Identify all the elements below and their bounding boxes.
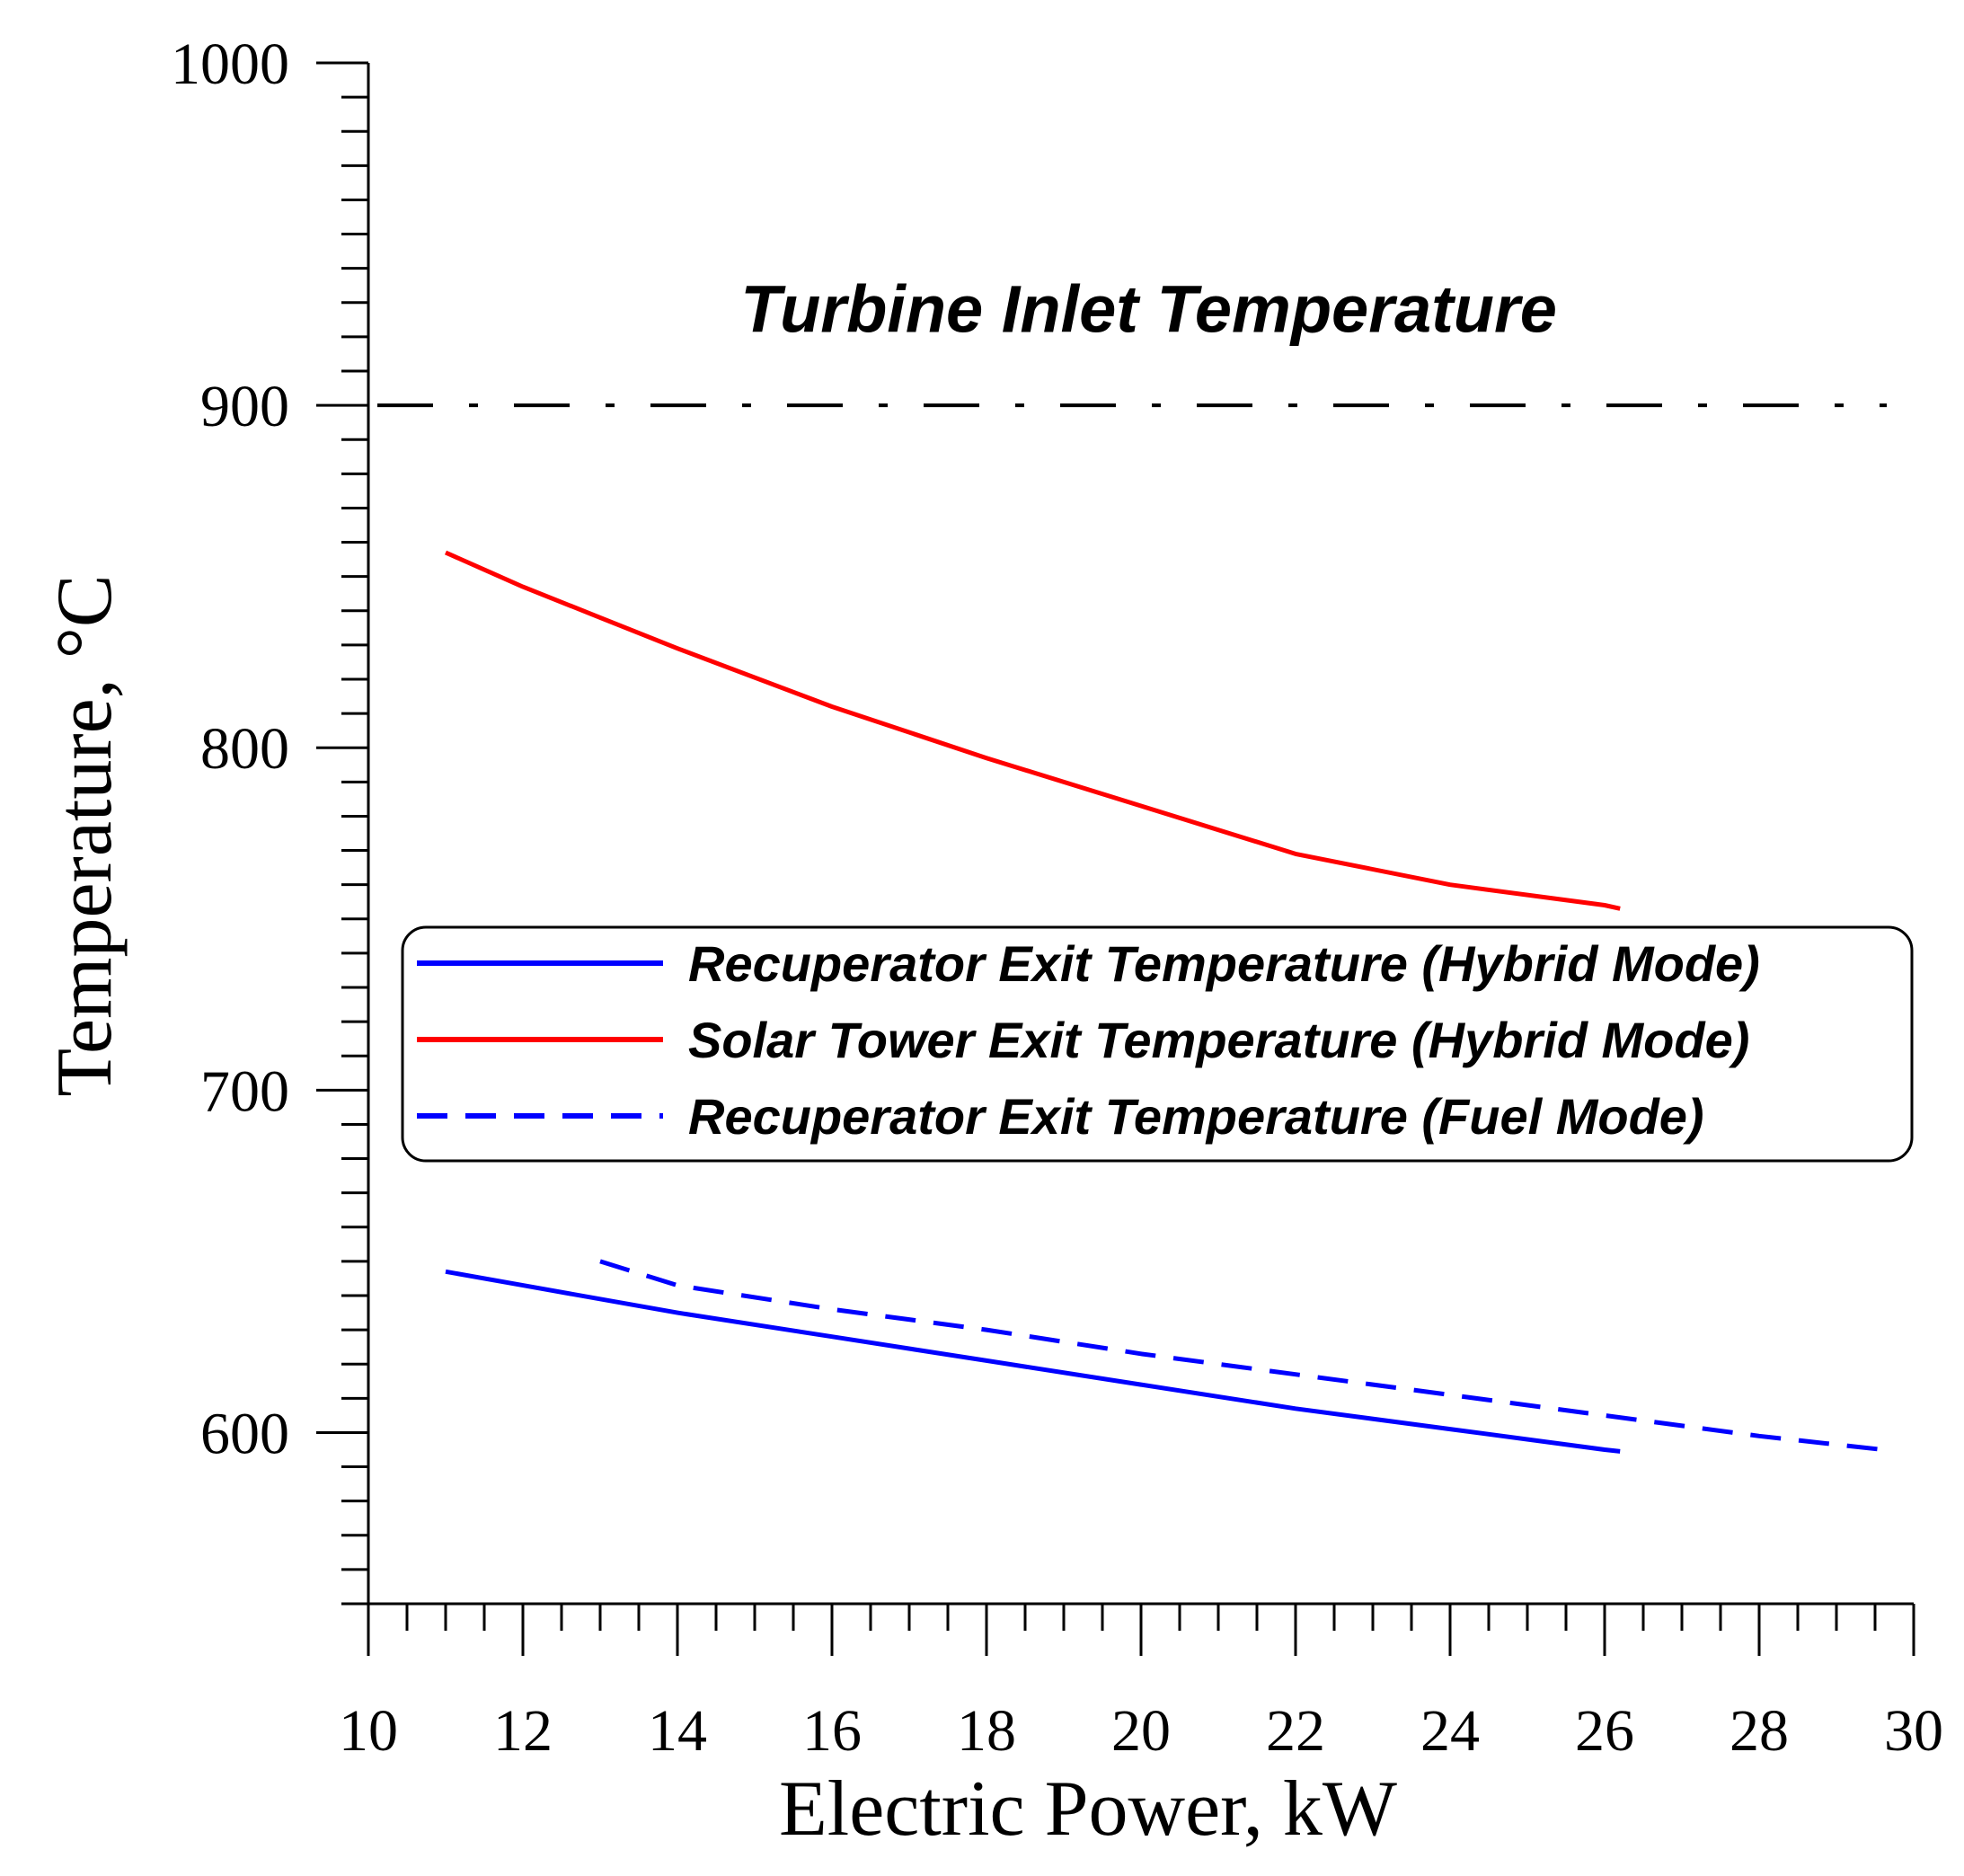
y-tick-label: 800 [200, 716, 289, 782]
x-tick-label: 18 [957, 1698, 1016, 1764]
y-tick-label: 600 [200, 1401, 289, 1466]
legend-label: Solar Tower Exit Temperature (Hybrid Mod… [688, 1012, 1749, 1068]
x-tick-label: 28 [1730, 1698, 1789, 1764]
x-tick-label: 16 [802, 1698, 862, 1764]
series-line-recuperator-exit-temperature-hybrid-mode [445, 1269, 1621, 1454]
x-tick-label: 12 [493, 1698, 553, 1764]
y-ticks: 600 700 800 900 1000 [171, 31, 368, 1606]
legend-box [401, 925, 1914, 1163]
annotation-turbine-inlet: Turbine Inlet Temperature [740, 271, 1557, 346]
x-tick-label: 30 [1884, 1698, 1943, 1764]
x-tick-label: 14 [648, 1698, 707, 1764]
legend: Recuperator Exit Temperature (Hybrid Mod… [401, 925, 1914, 1163]
legend-label: Recuperator Exit Temperature (Fuel Mode) [688, 1088, 1704, 1145]
x-ticks: 10 12 14 16 18 20 22 24 26 28 30 [339, 1604, 1943, 1764]
x-tick-label: 24 [1420, 1698, 1480, 1764]
x-tick-label: 26 [1575, 1698, 1634, 1764]
series-line-solar-tower-exit-temperature-hybrid-mode [444, 550, 1621, 911]
series-group [444, 550, 1883, 1454]
x-tick-label: 10 [339, 1698, 398, 1764]
y-tick-label: 700 [200, 1058, 289, 1124]
y-tick-label: 900 [200, 374, 289, 439]
y-tick-label: 1000 [171, 31, 289, 97]
series-line-recuperator-exit-temperature-fuel-mode [599, 1259, 1883, 1452]
x-axis-label: Electric Power, kW [779, 1765, 1397, 1853]
x-tick-label: 22 [1266, 1698, 1325, 1764]
y-axis-label: Temperature, °C [41, 574, 128, 1096]
legend-label: Recuperator Exit Temperature (Hybrid Mod… [688, 935, 1760, 992]
x-tick-label: 20 [1111, 1698, 1171, 1764]
